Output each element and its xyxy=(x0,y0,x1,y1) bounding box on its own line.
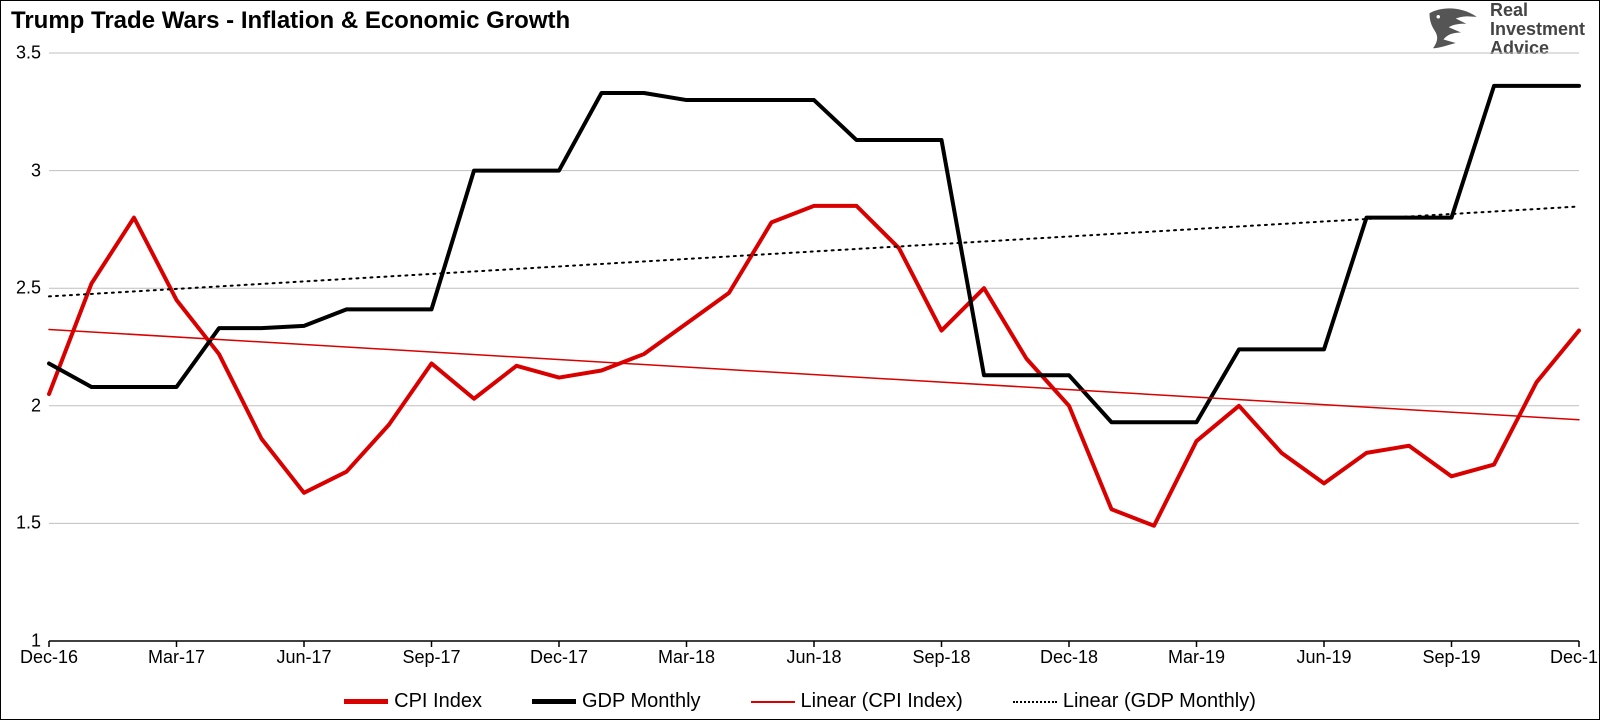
legend-item: Linear (GDP Monthly) xyxy=(1013,690,1256,713)
y-tick-label: 3.5 xyxy=(16,43,49,64)
legend-swatch xyxy=(751,701,795,703)
x-tick-label: Mar-19 xyxy=(1168,641,1225,668)
legend-item: CPI Index xyxy=(344,690,482,713)
x-tick-label: Mar-18 xyxy=(658,641,715,668)
y-tick-label: 3 xyxy=(31,160,49,181)
x-tick-label: Sep-18 xyxy=(912,641,970,668)
legend-label: CPI Index xyxy=(394,690,482,713)
x-tick-label: Jun-18 xyxy=(786,641,841,668)
legend-item: GDP Monthly xyxy=(532,690,701,713)
brand-text: Real Investment Advice xyxy=(1490,1,1585,58)
x-tick-label: Jun-19 xyxy=(1296,641,1351,668)
legend: CPI Index GDP Monthly Linear (CPI Index) Li… xyxy=(1,690,1599,713)
eagle-icon xyxy=(1426,4,1482,54)
x-tick-label: Dec-16 xyxy=(20,641,78,668)
brand-logo: Real Investment Advice xyxy=(1426,1,1585,58)
legend-label: Linear (CPI Index) xyxy=(801,690,963,713)
legend-swatch xyxy=(1013,701,1057,703)
chart-container: Trump Trade Wars - Inflation & Economic … xyxy=(0,0,1600,720)
y-tick-label: 2.5 xyxy=(16,278,49,299)
brand-line2: Investment xyxy=(1490,20,1585,39)
legend-swatch xyxy=(532,699,576,704)
y-tick-label: 2 xyxy=(31,395,49,416)
legend-swatch xyxy=(344,699,388,704)
plot-area: 11.522.533.5Dec-16Mar-17Jun-17Sep-17Dec-… xyxy=(49,53,1579,641)
x-tick-label: Dec-19 xyxy=(1550,641,1600,668)
x-tick-label: Sep-19 xyxy=(1422,641,1480,668)
x-tick-label: Sep-17 xyxy=(402,641,460,668)
chart-title: Trump Trade Wars - Inflation & Economic … xyxy=(11,7,570,35)
x-tick-label: Dec-18 xyxy=(1040,641,1098,668)
x-tick-label: Mar-17 xyxy=(148,641,205,668)
plot-svg xyxy=(49,53,1579,641)
brand-line1: Real xyxy=(1490,1,1585,20)
legend-label: Linear (GDP Monthly) xyxy=(1063,690,1256,713)
x-tick-label: Dec-17 xyxy=(530,641,588,668)
x-tick-label: Jun-17 xyxy=(276,641,331,668)
y-tick-label: 1.5 xyxy=(16,513,49,534)
legend-item: Linear (CPI Index) xyxy=(751,690,963,713)
legend-label: GDP Monthly xyxy=(582,690,701,713)
